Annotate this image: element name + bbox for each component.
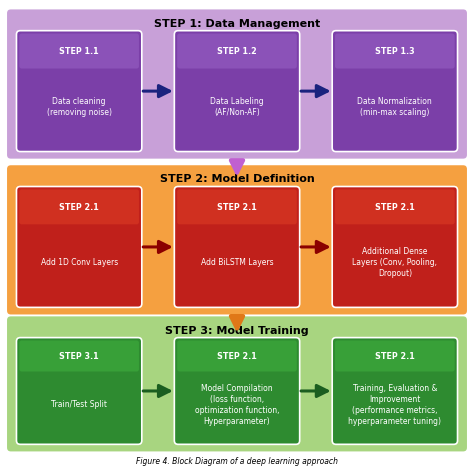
FancyBboxPatch shape: [177, 34, 297, 68]
Text: STEP 2.1: STEP 2.1: [217, 203, 257, 212]
Text: Train/Test Split: Train/Test Split: [51, 400, 107, 409]
FancyBboxPatch shape: [174, 31, 300, 152]
Text: Add BiLSTM Layers: Add BiLSTM Layers: [201, 258, 273, 267]
FancyBboxPatch shape: [332, 187, 457, 307]
FancyBboxPatch shape: [19, 190, 139, 224]
Text: Data Labeling
(AF/Non-AF): Data Labeling (AF/Non-AF): [210, 97, 264, 117]
Text: STEP 1.2: STEP 1.2: [217, 47, 257, 56]
Text: STEP 2.1: STEP 2.1: [375, 352, 415, 361]
Text: Data Normalization
(min-max scaling): Data Normalization (min-max scaling): [357, 97, 432, 117]
Text: STEP 1.3: STEP 1.3: [375, 47, 415, 56]
FancyBboxPatch shape: [17, 187, 142, 307]
Text: STEP 2.1: STEP 2.1: [59, 203, 99, 212]
Text: Add 1D Conv Layers: Add 1D Conv Layers: [40, 258, 118, 267]
FancyBboxPatch shape: [19, 34, 139, 68]
Text: STEP 1.1: STEP 1.1: [59, 47, 99, 56]
FancyBboxPatch shape: [174, 338, 300, 444]
FancyBboxPatch shape: [335, 34, 455, 68]
FancyBboxPatch shape: [7, 316, 467, 451]
Text: STEP 3.1: STEP 3.1: [59, 352, 99, 361]
FancyBboxPatch shape: [19, 341, 139, 371]
FancyBboxPatch shape: [174, 187, 300, 307]
Text: Figure 4. Block Diagram of a deep learning approach: Figure 4. Block Diagram of a deep learni…: [136, 457, 338, 466]
Text: Training, Evaluation &
Improvement
(performance metrics,
hyperparameter tuning): Training, Evaluation & Improvement (perf…: [348, 384, 441, 426]
FancyBboxPatch shape: [7, 165, 467, 314]
Text: STEP 2: Model Definition: STEP 2: Model Definition: [160, 174, 314, 184]
FancyBboxPatch shape: [332, 338, 457, 444]
Text: Model Compilation
(loss function,
optimization function,
Hyperparameter): Model Compilation (loss function, optimi…: [195, 384, 279, 426]
FancyBboxPatch shape: [17, 31, 142, 152]
Text: STEP 1: Data Management: STEP 1: Data Management: [154, 19, 320, 28]
Text: STEP 2.1: STEP 2.1: [375, 203, 415, 212]
FancyBboxPatch shape: [335, 190, 455, 224]
FancyBboxPatch shape: [17, 338, 142, 444]
Text: Additional Dense
Layers (Conv, Pooling,
Dropout): Additional Dense Layers (Conv, Pooling, …: [352, 247, 438, 278]
FancyBboxPatch shape: [332, 31, 457, 152]
FancyBboxPatch shape: [177, 190, 297, 224]
FancyBboxPatch shape: [335, 341, 455, 371]
Text: STEP 3: Model Training: STEP 3: Model Training: [165, 325, 309, 335]
Text: STEP 2.1: STEP 2.1: [217, 352, 257, 361]
FancyBboxPatch shape: [177, 341, 297, 371]
FancyBboxPatch shape: [7, 10, 467, 159]
Text: Data cleaning
(removing noise): Data cleaning (removing noise): [46, 97, 112, 117]
